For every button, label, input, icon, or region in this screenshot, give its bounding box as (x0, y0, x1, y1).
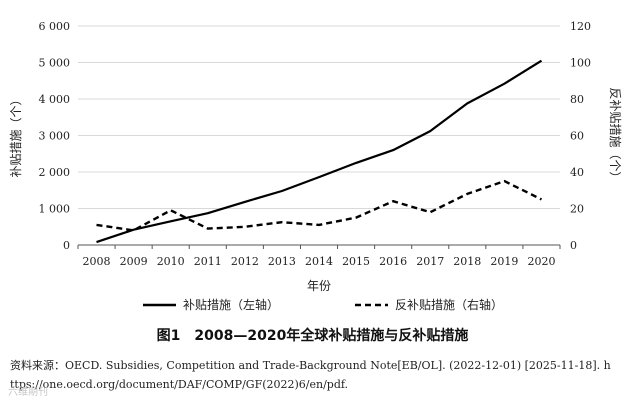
x-tick-label: 2019 (490, 255, 518, 268)
x-tick-label: 2016 (379, 255, 407, 268)
right-axis-title: 反补贴措施（个） (608, 87, 622, 183)
right-tick-label: 100 (570, 57, 591, 70)
x-tick-label: 2011 (194, 255, 222, 268)
x-tick-label: 2018 (453, 255, 481, 268)
left-tick-label: 6 000 (39, 20, 71, 33)
left-tick-label: 5 000 (39, 57, 71, 70)
series-line-counter-subsidies (96, 179, 543, 232)
source-note: 资料来源：OECD. Subsidies, Competition and Tr… (10, 359, 611, 391)
x-tick-label: 2017 (416, 255, 444, 268)
right-tick-label: 20 (570, 203, 584, 216)
left-axis-title: 补贴措施（个） (9, 93, 23, 177)
right-tick-label: 0 (570, 239, 577, 252)
chart: 0 1 000 2 000 3 000 4 000 5 000 6 000 0 20 40 60 80… (9, 20, 622, 312)
x-tick-label: 2009 (120, 255, 148, 268)
right-tick-label: 60 (570, 130, 584, 143)
series-line-subsidies (96, 59, 543, 244)
x-tick-label: 2014 (305, 255, 333, 268)
x-tick-label: 2008 (83, 255, 111, 268)
left-tick-label: 3 000 (39, 130, 71, 143)
left-tick-label: 4 000 (39, 93, 71, 106)
x-tick-label: 2015 (342, 255, 370, 268)
x-tick-label: 2013 (268, 255, 296, 268)
watermark: 六维期刊 (8, 387, 48, 398)
x-axis-title: 年份 (307, 279, 331, 293)
legend-label: 补贴措施（左轴） (183, 297, 279, 312)
legend-label: 反补贴措施（右轴） (395, 297, 503, 312)
left-tick-label: 2 000 (39, 166, 71, 179)
left-tick-label: 1 000 (39, 203, 71, 216)
x-tick-label: 2010 (157, 255, 185, 268)
x-tick-label: 2012 (231, 255, 259, 268)
x-tick-label: 2020 (527, 255, 555, 268)
right-tick-label: 40 (570, 166, 584, 179)
right-tick-label: 80 (570, 93, 584, 106)
figure-caption: 图1 2008—2020年全球补贴措施与反补贴措施 (156, 328, 469, 344)
right-tick-label: 120 (570, 20, 591, 33)
left-tick-label: 0 (63, 239, 70, 252)
